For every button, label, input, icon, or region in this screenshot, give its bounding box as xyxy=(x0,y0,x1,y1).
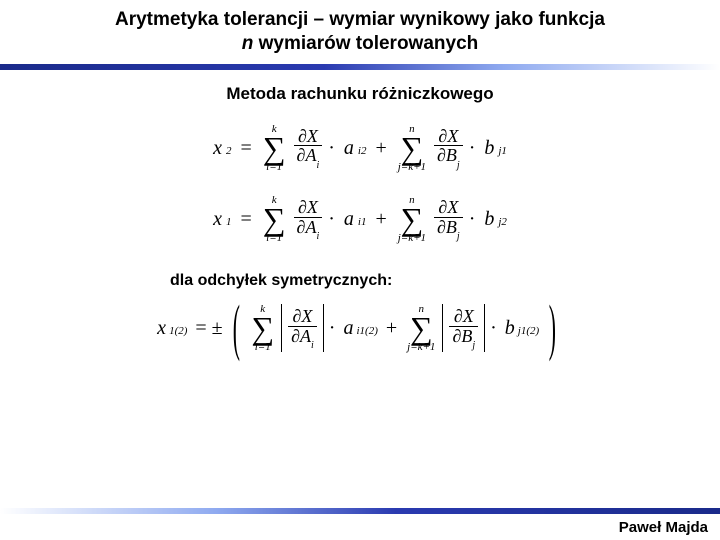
eq1-lhs-sub: 2 xyxy=(226,145,232,157)
right-paren: ) xyxy=(549,307,556,350)
title-line2-rest: wymiarów tolerowanych xyxy=(253,33,478,54)
mid-text: dla odchyłek symetrycznych: xyxy=(170,272,720,290)
author-name: Paweł Majda xyxy=(619,519,708,536)
abs-2: ∂X ∂Bj xyxy=(442,304,485,352)
eq1-frac2: ∂X ∂Bj xyxy=(434,127,463,170)
equation-1: x2 = k ∑ i=1 ∂X ∂Ai · ai2 + n ∑ j=k+1 ∂X xyxy=(213,124,507,173)
equals: = xyxy=(235,137,256,160)
equations-area: x2 = k ∑ i=1 ∂X ∂Ai · ai2 + n ∑ j=k+1 ∂X xyxy=(0,124,720,244)
eq1-frac1: ∂X ∂Ai xyxy=(294,127,323,170)
equation-3: x1(2) = ± ( k ∑ i=1 ∂X ∂Ai · ai1(2) + n … xyxy=(157,304,563,353)
header-rule xyxy=(0,64,720,70)
eq1-sum1: k ∑ i=1 xyxy=(263,124,286,173)
title-line1: Arytmetyka tolerancji – wymiar wynikowy … xyxy=(115,9,605,30)
equation-3-wrap: x1(2) = ± ( k ∑ i=1 ∂X ∂Ai · ai1(2) + n … xyxy=(0,304,720,353)
footer-rule xyxy=(0,508,720,514)
title-line2-italic: n xyxy=(242,33,254,54)
subtitle: Metoda rachunku różniczkowego xyxy=(0,84,720,104)
slide: Arytmetyka tolerancji – wymiar wynikowy … xyxy=(0,0,720,540)
equation-2: x1 = k ∑ i=1 ∂X ∂Ai · ai1 + n ∑ j=k+1 ∂X xyxy=(213,195,507,244)
slide-title: Arytmetyka tolerancji – wymiar wynikowy … xyxy=(0,8,720,62)
abs-1: ∂X ∂Ai xyxy=(281,304,324,352)
eq1-sum2: n ∑ j=k+1 xyxy=(398,124,426,173)
eq1-lhs-var: x xyxy=(213,137,222,160)
left-paren: ( xyxy=(232,307,239,350)
